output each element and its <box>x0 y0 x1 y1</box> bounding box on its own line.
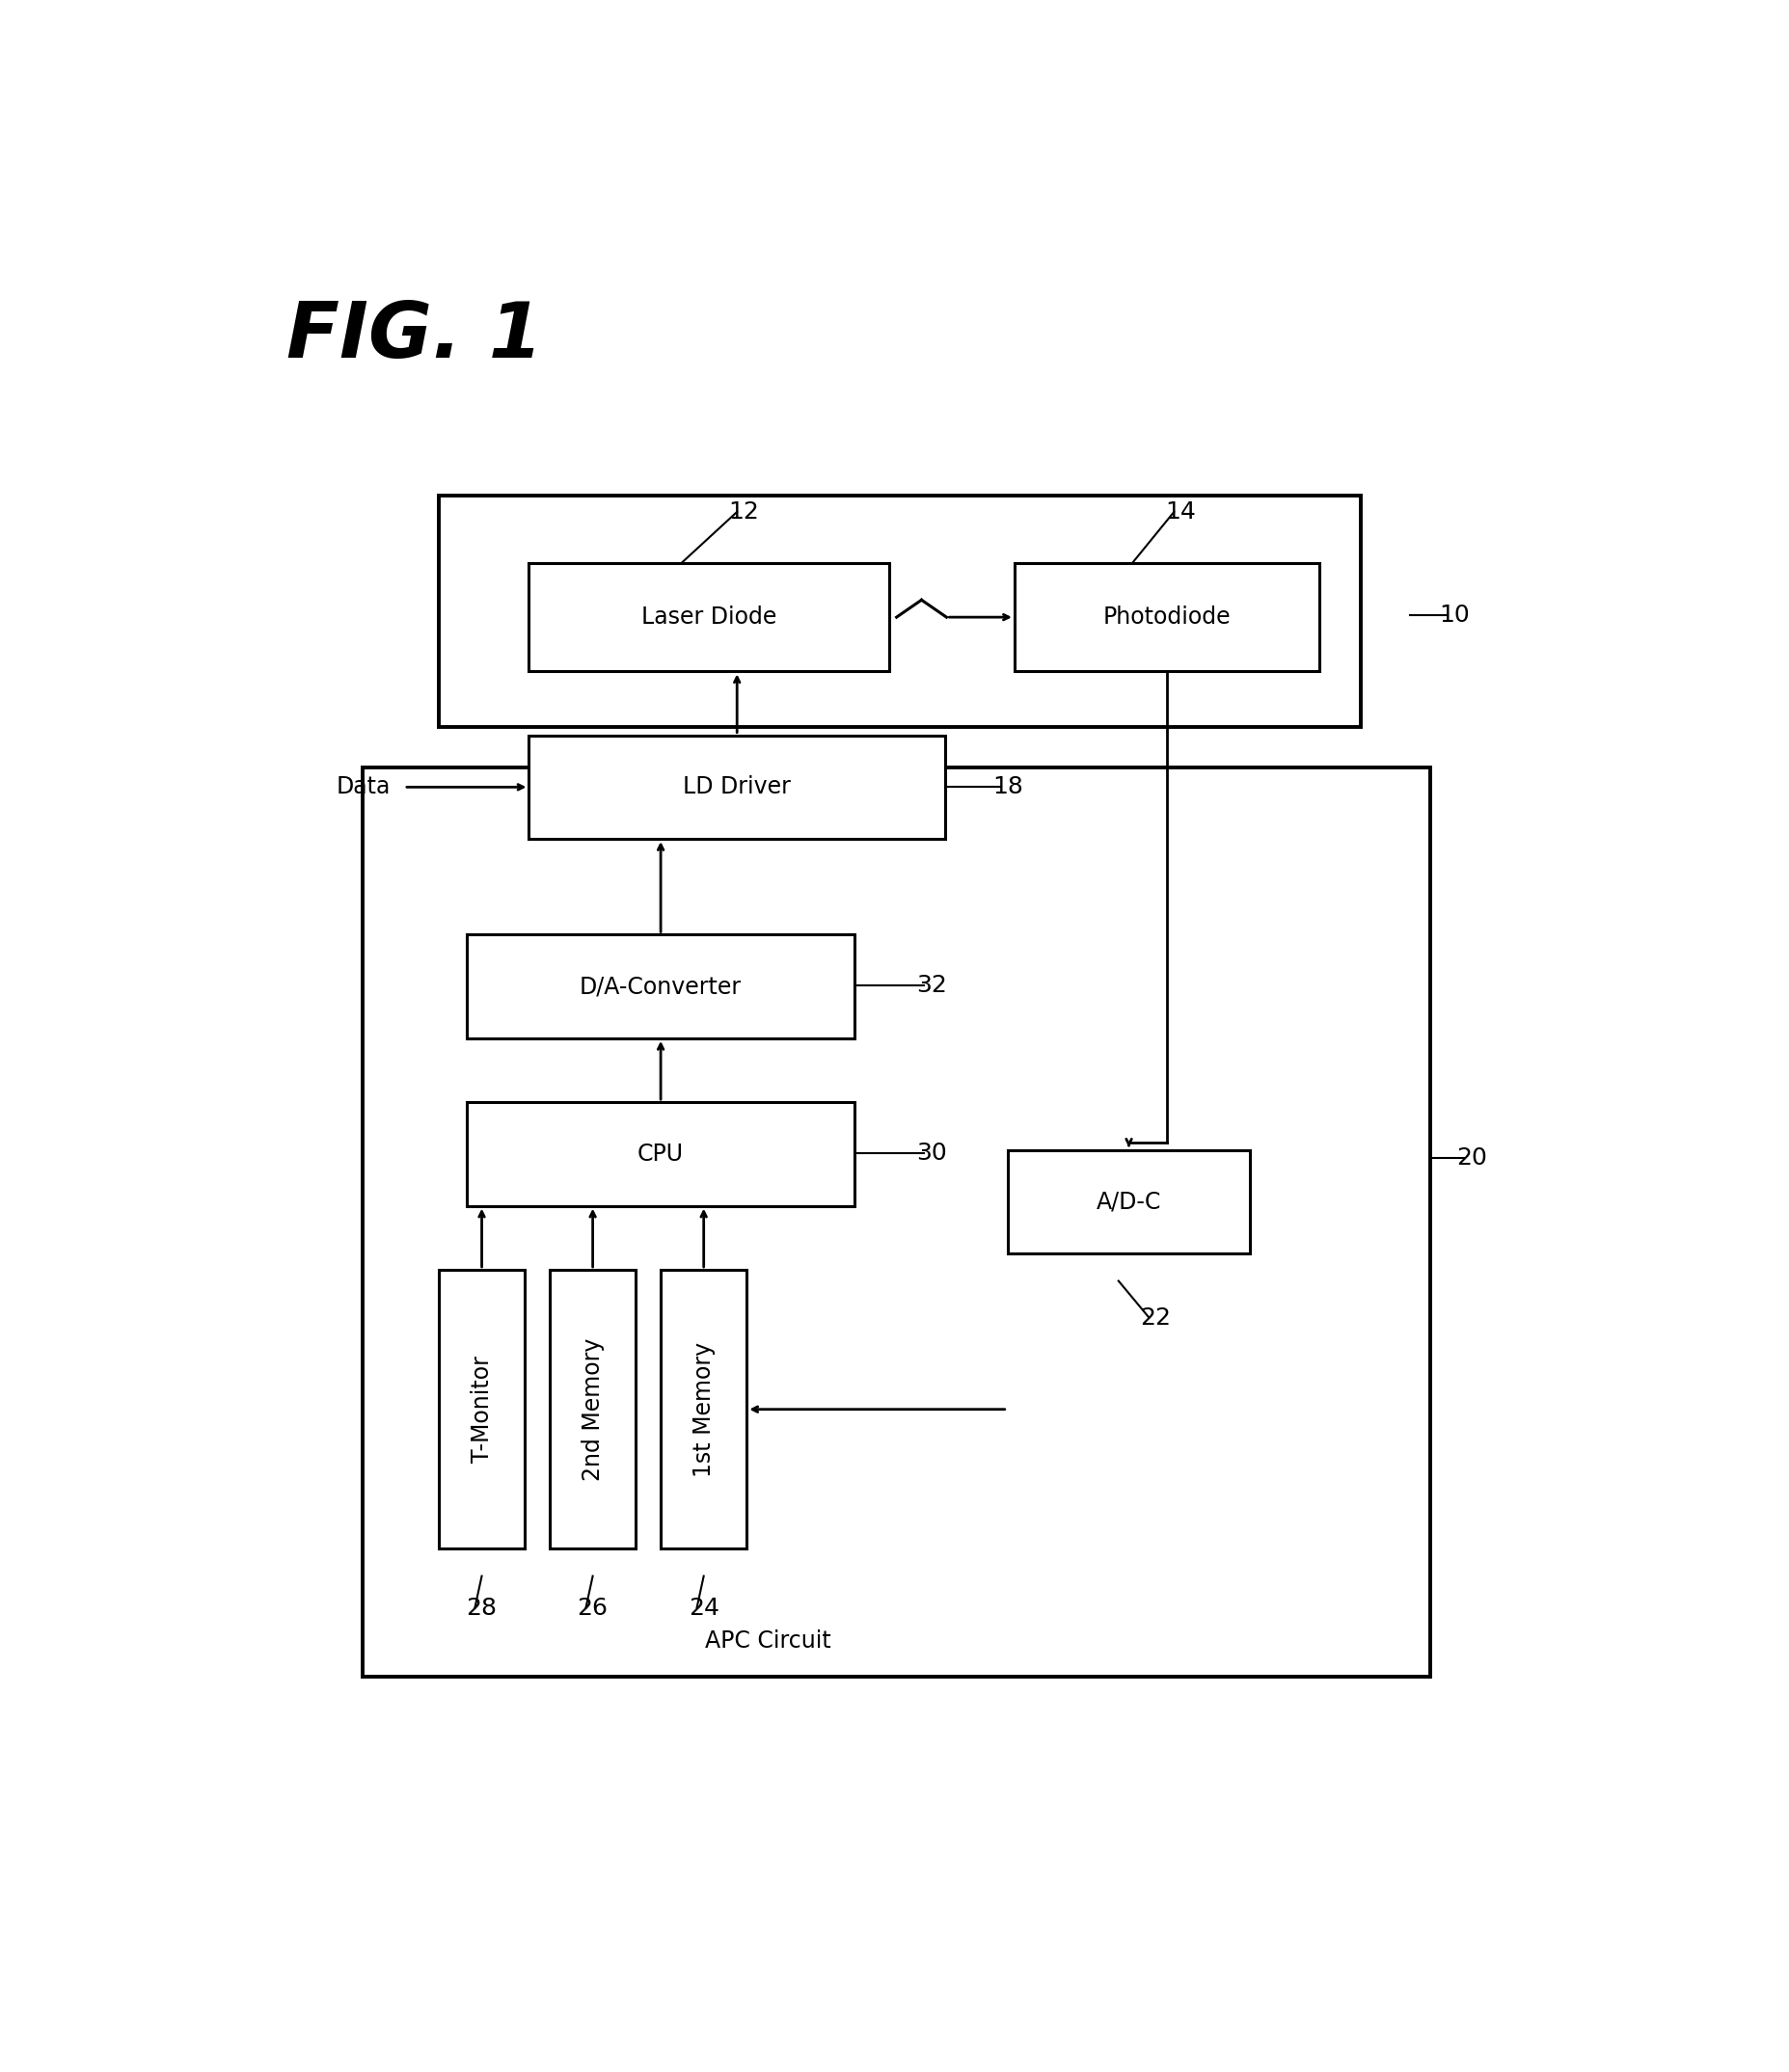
Text: 1st Memory: 1st Memory <box>692 1343 716 1477</box>
Text: Data: Data <box>336 775 390 798</box>
Text: 24: 24 <box>689 1595 719 1620</box>
Text: 18: 18 <box>991 775 1022 798</box>
Text: 2nd Memory: 2nd Memory <box>581 1339 605 1481</box>
Bar <box>530 736 945 839</box>
Text: 20: 20 <box>1456 1146 1487 1169</box>
Text: CPU: CPU <box>637 1142 683 1167</box>
Text: 14: 14 <box>1165 499 1195 524</box>
Bar <box>438 495 1361 727</box>
Text: 30: 30 <box>916 1142 946 1164</box>
Text: A/D-C: A/D-C <box>1097 1189 1161 1214</box>
Text: 32: 32 <box>916 974 946 997</box>
Bar <box>530 564 889 671</box>
Text: 12: 12 <box>728 499 759 524</box>
Text: 28: 28 <box>467 1595 497 1620</box>
Bar <box>660 1270 746 1550</box>
Text: D/A-Converter: D/A-Converter <box>580 976 741 999</box>
Bar <box>549 1270 635 1550</box>
Text: FIG. 1: FIG. 1 <box>286 298 542 373</box>
Text: Laser Diode: Laser Diode <box>640 605 776 628</box>
Text: Photodiode: Photodiode <box>1102 605 1231 628</box>
Bar <box>1014 564 1318 671</box>
Text: T-Monitor: T-Monitor <box>471 1355 494 1463</box>
Bar <box>467 934 855 1038</box>
Bar <box>361 767 1429 1676</box>
Text: LD Driver: LD Driver <box>683 775 791 798</box>
Bar <box>1007 1150 1249 1254</box>
Text: 10: 10 <box>1438 605 1469 628</box>
Text: 26: 26 <box>578 1595 608 1620</box>
Bar <box>438 1270 524 1550</box>
Text: APC Circuit: APC Circuit <box>705 1631 830 1653</box>
Bar <box>467 1102 855 1206</box>
Text: 22: 22 <box>1140 1305 1170 1328</box>
